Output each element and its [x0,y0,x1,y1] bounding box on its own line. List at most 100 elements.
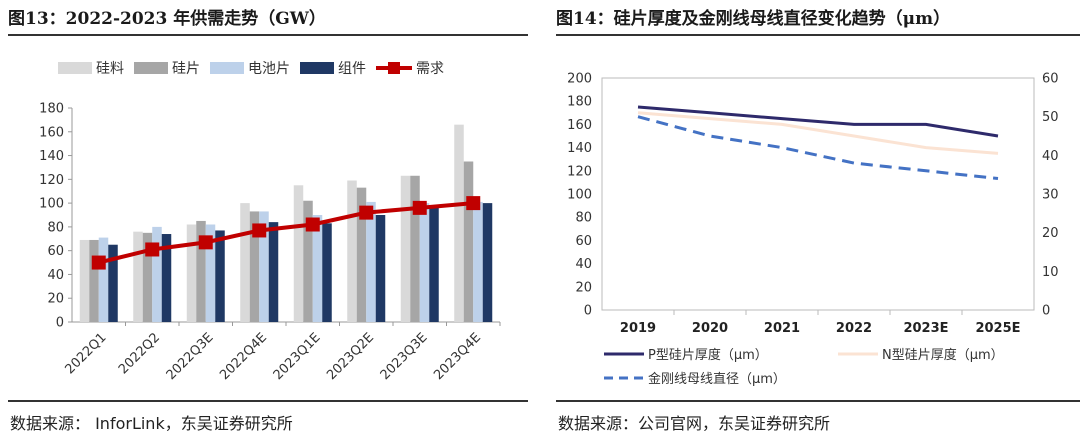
series-line-2 [637,115,999,181]
right-figure-title: 图14：硅片厚度及金刚线母线直径变化趋势（μm） [556,9,951,29]
bar-硅片 [356,187,367,322]
legend-marker-需求 [388,62,400,74]
demand-point [305,217,320,232]
bar-硅片 [463,161,474,322]
right-plot-frame [601,77,1035,311]
left-y-tick-label: 20 [47,292,64,307]
bar-硅料 [400,175,411,322]
bar-硅片 [249,211,260,322]
right-right-tick-label: 40 [1042,149,1059,164]
right-right-tick-label: 10 [1042,265,1059,280]
series-line-1 [637,111,999,155]
left-x-tick-label: 2022Q2 [116,330,163,377]
demand-line [98,201,474,265]
bar-硅料 [347,180,357,322]
left-source-note: 数据来源： InforLink，东吴证券研究所 [10,414,293,433]
legend-swatch-硅片 [134,62,168,74]
bar-电池片 [259,211,269,322]
right-x-tick-label: 2025E [975,321,1020,336]
left-x-tick-label: 2023Q3E [378,330,431,383]
left-y-tick-label: 180 [39,102,64,117]
right-left-tick-label: 100 [567,188,592,203]
bar-硅料 [240,203,250,322]
right-x-tick-label: 2023E [903,321,948,336]
right-left-tick-label: 80 [575,211,592,226]
right-left-tick-label: 40 [575,257,592,272]
bar-电池片 [152,226,162,322]
right-figure-panel: 图14：硅片厚度及金刚线母线直径变化趋势（μm） 0 20 40 60 80 100 120… [548,0,1080,442]
right-right-tick-label: 20 [1042,226,1059,241]
bar-电池片 [98,237,109,322]
bar-电池片 [473,201,483,322]
demand-point [252,223,267,238]
left-x-tick-label: 2023Q1E [271,330,324,383]
right-source-rule [556,400,1080,402]
legend-label-1: N型硅片厚度（μm） [882,347,1004,363]
right-left-tick-label: 0 [584,304,592,319]
left-y-tick-label: 40 [47,268,64,283]
demand-point [91,255,106,270]
right-left-tick-label: 200 [567,72,592,87]
bar-组件 [322,223,332,322]
right-right-tick-label: 30 [1042,188,1059,203]
right-right-tick-label: 0 [1042,304,1050,319]
demand-point [412,200,427,215]
right-title-rule [556,34,1080,36]
demand-point [145,242,160,257]
legend-label-硅片: 硅片 [172,61,200,77]
right-right-tick-label: 50 [1042,110,1059,125]
right-left-tick-label: 60 [575,234,592,249]
bar-硅料 [293,185,304,322]
bar-电池片 [205,224,216,322]
left-y-tick-label: 0 [56,316,64,331]
right-source-note: 数据来源：公司官网，东吴证券研究所 [558,414,831,433]
right-x-tick-label: 2019 [620,321,656,336]
bar-硅片 [89,239,99,322]
legend-label-组件: 组件 [338,61,366,77]
left-x-tick-label: 2022Q4E [217,330,270,383]
right-left-tick-label: 20 [575,280,592,295]
right-x-tick-label: 2022 [836,321,872,336]
bar-组件 [375,215,386,322]
bar-电池片 [419,203,430,322]
left-x-tick-label: 2022Q3E [164,330,217,383]
left-x-tick-label: 2023Q4E [431,330,484,383]
legend-label-电池片: 电池片 [248,61,290,77]
left-x-tick-label: 2023Q2E [324,330,377,383]
bar-硅片 [410,175,420,322]
bar-硅片 [142,232,153,322]
bar-硅片 [196,220,206,322]
right-right-tick-label: 60 [1042,72,1059,87]
thickness-trend-chart: 0 20 40 60 80 100 120 140 160 180 200 0 10 20 30 40 50 60… [567,72,1059,388]
demand-point [359,205,374,220]
bar-电池片 [312,215,323,322]
left-y-tick-label: 100 [39,197,64,212]
left-y-tick-label: 160 [39,125,64,140]
series-line-0 [637,105,999,138]
bar-硅片 [303,200,313,322]
left-title-rule [8,34,528,36]
demand-point [466,196,481,211]
bar-硅料 [186,224,197,322]
left-y-tick-label: 120 [39,173,64,188]
legend-label-需求: 需求 [416,61,444,77]
right-x-tick-label: 2020 [692,321,728,336]
left-y-tick-label: 140 [39,149,64,164]
left-figure-title: 图13：2022-2023 年供需走势（GW） [8,9,326,29]
bar-硅料 [79,239,90,322]
left-x-tick-label: 2022Q1 [62,330,109,377]
left-y-tick-label: 80 [47,220,64,235]
bar-组件 [482,203,493,322]
right-left-tick-label: 120 [567,164,592,179]
legend-label-0: P型硅片厚度（μm） [648,347,768,363]
left-source-rule [8,400,528,402]
bar-硅料 [454,124,464,323]
bar-电池片 [366,201,376,322]
legend-swatch-电池片 [210,62,244,74]
left-figure-panel: 图13：2022-2023 年供需走势（GW） 0 20 40 60 80 100 120 1… [0,0,530,442]
right-left-tick-label: 160 [567,118,592,133]
bar-组件 [429,207,439,322]
bar-组件 [268,222,279,322]
bar-组件 [108,244,118,322]
